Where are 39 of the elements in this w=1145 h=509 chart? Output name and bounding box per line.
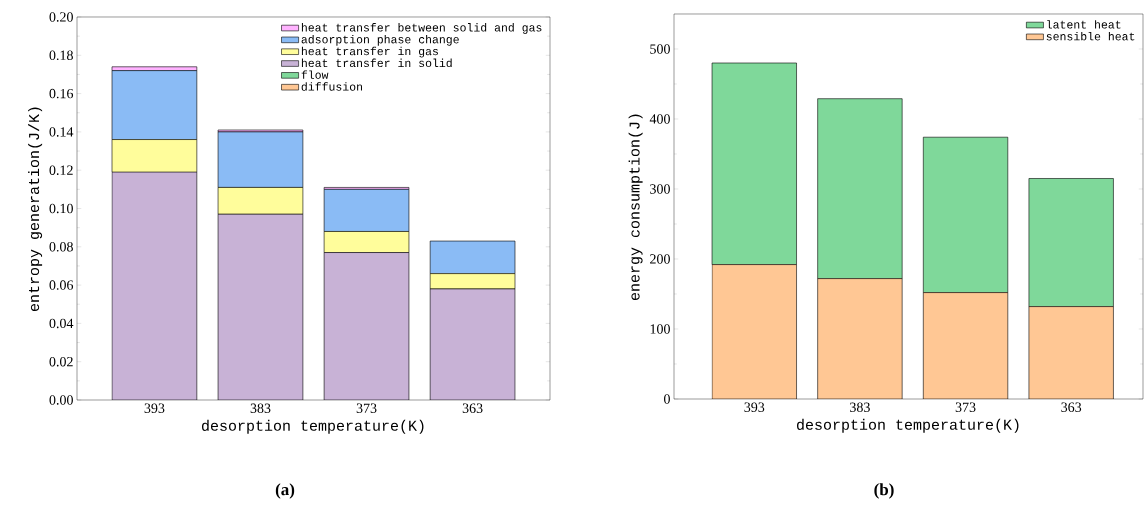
y-tick-label: 0 bbox=[664, 394, 670, 404]
legend-label: flow bbox=[301, 70, 329, 79]
y-tick-label: 0.06 bbox=[49, 280, 74, 290]
legend-label: heat transfer between solid and gas bbox=[301, 23, 542, 34]
y-tick-label: 200 bbox=[650, 254, 670, 264]
y-tick-label: 100 bbox=[650, 324, 670, 334]
legend-label: diffusion bbox=[301, 82, 362, 91]
x-tick-label: 373 bbox=[356, 403, 377, 413]
y-tick-label: 0.16 bbox=[49, 88, 74, 99]
x-tick-label: 393 bbox=[744, 402, 765, 412]
y-tick-label: 300 bbox=[650, 184, 670, 194]
x-tick-label: 363 bbox=[462, 403, 483, 413]
y-tick-label: 0.12 bbox=[49, 165, 73, 175]
y-tick-label: 0.08 bbox=[49, 242, 73, 252]
legend-label: heat transfer in gas bbox=[301, 46, 438, 58]
y-axis-title: entropy generation(J/K) bbox=[28, 107, 43, 312]
y-tick-label: 0.10 bbox=[49, 203, 73, 214]
y-tick-label: 0.14 bbox=[49, 127, 74, 137]
y-axis-title: energy consumption(J) bbox=[628, 114, 643, 301]
legend-label: adsorption phase change bbox=[301, 34, 459, 46]
y-tick-label: 0.04 bbox=[49, 318, 74, 329]
legend-label: heat transfer in solid bbox=[301, 58, 452, 68]
x-tick-label: 363 bbox=[1061, 402, 1082, 412]
y-tick-label: 400 bbox=[649, 114, 670, 124]
y-tick-label: 0.18 bbox=[49, 50, 73, 61]
y-tick-label: 500 bbox=[650, 44, 670, 54]
y-tick-label: 0.20 bbox=[49, 12, 73, 22]
text: (b) bbox=[874, 483, 894, 499]
x-tick-label: 383 bbox=[250, 403, 271, 413]
text: (a) bbox=[275, 483, 295, 499]
y-tick-label: 0.00 bbox=[49, 395, 73, 405]
x-axis-title: desorption temperature(K) bbox=[201, 419, 424, 434]
legend-label: sensible heat bbox=[1046, 31, 1135, 41]
x-tick-label: 393 bbox=[144, 403, 165, 413]
x-tick-label: 373 bbox=[955, 402, 976, 412]
x-tick-label: 383 bbox=[850, 402, 870, 412]
x-axis-title: desorption temperature(K) bbox=[797, 418, 1019, 433]
legend-label: latent heat bbox=[1047, 20, 1121, 29]
y-tick-label: 0.02 bbox=[49, 356, 73, 367]
